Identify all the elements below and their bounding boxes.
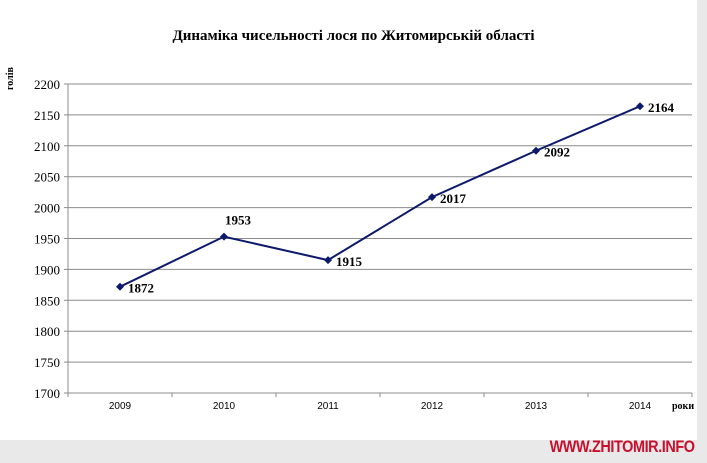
data-point-marker: [532, 146, 540, 155]
y-tick-label: 1800: [34, 324, 60, 339]
data-label: 1953: [225, 213, 252, 228]
y-tick-label: 1750: [34, 355, 60, 370]
data-point-marker: [220, 232, 228, 241]
y-tick-label: 1950: [34, 232, 60, 247]
y-tick-label: 2150: [34, 108, 60, 123]
data-label: 2017: [440, 191, 467, 206]
x-tick-label: 2011: [317, 401, 339, 412]
y-tick-label: 1900: [34, 262, 60, 277]
y-tick-label: 1850: [34, 293, 60, 308]
data-label: 1872: [128, 281, 154, 296]
data-point-marker: [116, 282, 124, 291]
x-tick-label: 2009: [109, 401, 132, 412]
y-tick-label: 2050: [34, 170, 60, 185]
series-line: [119, 105, 641, 288]
y-tick-label: 2100: [34, 139, 60, 154]
chart-area: [0, 0, 697, 440]
data-point-marker: [636, 102, 644, 111]
x-tick-label: 2010: [213, 401, 236, 412]
y-tick-label: 2200: [34, 77, 60, 92]
watermark-logo: WWW.ZHITOMIR.INFO: [549, 437, 695, 456]
x-tick-label: 2012: [421, 401, 444, 412]
y-tick-label: 2000: [34, 201, 60, 216]
x-tick-label: 2013: [525, 401, 548, 412]
data-label: 1915: [336, 254, 363, 269]
data-point-marker: [324, 256, 332, 265]
x-axis-label: роки: [672, 401, 695, 412]
y-tick-label: 1700: [34, 386, 60, 401]
data-label: 2164: [648, 100, 675, 115]
data-label: 2092: [544, 145, 570, 160]
chart-title: Динаміка чисельності лося по Житомирські…: [172, 28, 535, 44]
data-point-marker: [428, 193, 436, 202]
x-tick-label: 2014: [629, 401, 652, 412]
